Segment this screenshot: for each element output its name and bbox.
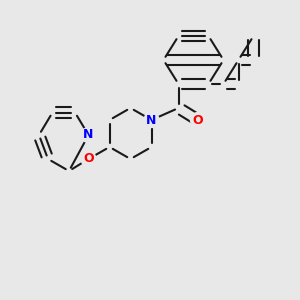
Text: N: N xyxy=(83,128,94,142)
Circle shape xyxy=(81,128,96,142)
Text: O: O xyxy=(193,113,203,127)
Circle shape xyxy=(81,152,96,166)
Circle shape xyxy=(190,112,206,128)
Text: O: O xyxy=(83,152,94,166)
Text: N: N xyxy=(146,113,157,127)
Circle shape xyxy=(144,112,159,128)
